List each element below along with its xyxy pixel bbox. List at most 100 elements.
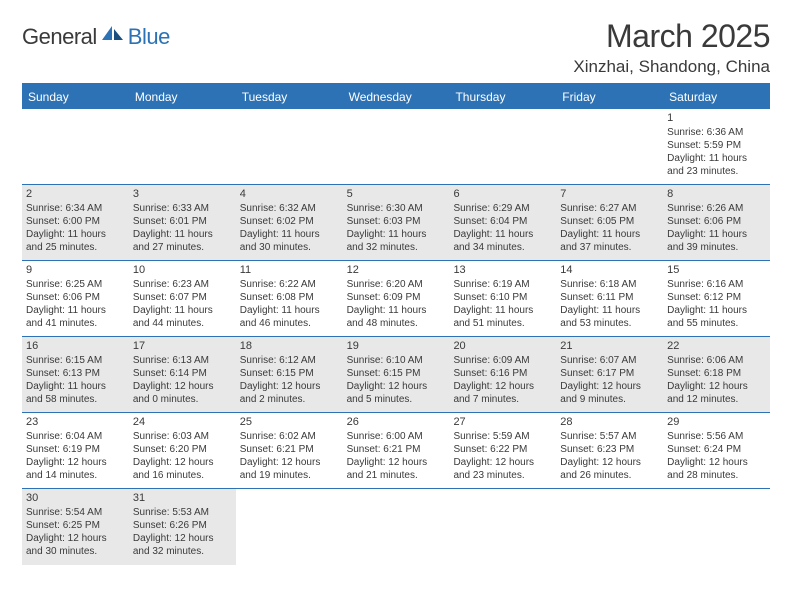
day-info-line: Sunset: 6:26 PM: [133, 519, 232, 532]
day-header-cell: Monday: [129, 85, 236, 109]
day-cell: [556, 109, 663, 184]
day-info-line: Sunrise: 6:25 AM: [26, 278, 125, 291]
day-cell: 26Sunrise: 6:00 AMSunset: 6:21 PMDayligh…: [343, 413, 450, 488]
day-number: 21: [560, 339, 659, 353]
day-info-line: Sunrise: 6:33 AM: [133, 202, 232, 215]
day-info-line: Daylight: 11 hours: [133, 304, 232, 317]
day-info-line: Sunrise: 5:54 AM: [26, 506, 125, 519]
day-number: 4: [240, 187, 339, 201]
day-info-line: and 32 minutes.: [133, 545, 232, 558]
day-number: 19: [347, 339, 446, 353]
day-info-line: Sunrise: 6:16 AM: [667, 278, 766, 291]
day-info-line: and 46 minutes.: [240, 317, 339, 330]
day-cell: [343, 109, 450, 184]
day-number: 8: [667, 187, 766, 201]
day-info-line: Sunset: 6:19 PM: [26, 443, 125, 456]
day-info-line: Sunset: 6:10 PM: [453, 291, 552, 304]
day-info-line: and 44 minutes.: [133, 317, 232, 330]
day-cell: 3Sunrise: 6:33 AMSunset: 6:01 PMDaylight…: [129, 185, 236, 260]
day-number: 23: [26, 415, 125, 429]
month-title: March 2025: [573, 18, 770, 55]
day-info-line: Sunset: 6:01 PM: [133, 215, 232, 228]
day-info-line: Sunrise: 6:26 AM: [667, 202, 766, 215]
day-header-cell: Thursday: [449, 85, 556, 109]
day-info-line: and 53 minutes.: [560, 317, 659, 330]
day-cell: 6Sunrise: 6:29 AMSunset: 6:04 PMDaylight…: [449, 185, 556, 260]
week-row: 30Sunrise: 5:54 AMSunset: 6:25 PMDayligh…: [22, 489, 770, 565]
day-info-line: Daylight: 11 hours: [560, 228, 659, 241]
day-info-line: Daylight: 11 hours: [240, 228, 339, 241]
week-row: 9Sunrise: 6:25 AMSunset: 6:06 PMDaylight…: [22, 261, 770, 337]
day-cell: 10Sunrise: 6:23 AMSunset: 6:07 PMDayligh…: [129, 261, 236, 336]
day-info-line: Sunset: 6:16 PM: [453, 367, 552, 380]
day-info-line: Daylight: 11 hours: [667, 228, 766, 241]
day-info-line: Sunrise: 5:56 AM: [667, 430, 766, 443]
day-info-line: Sunrise: 6:34 AM: [26, 202, 125, 215]
day-cell: 19Sunrise: 6:10 AMSunset: 6:15 PMDayligh…: [343, 337, 450, 412]
week-row: 16Sunrise: 6:15 AMSunset: 6:13 PMDayligh…: [22, 337, 770, 413]
logo-text-blue: Blue: [128, 24, 170, 50]
day-info-line: Sunrise: 6:19 AM: [453, 278, 552, 291]
day-info-line: and 58 minutes.: [26, 393, 125, 406]
day-info-line: and 51 minutes.: [453, 317, 552, 330]
day-cell: [449, 109, 556, 184]
day-cell: 21Sunrise: 6:07 AMSunset: 6:17 PMDayligh…: [556, 337, 663, 412]
day-info-line: Daylight: 12 hours: [240, 456, 339, 469]
day-info-line: Sunset: 6:13 PM: [26, 367, 125, 380]
day-header-cell: Friday: [556, 85, 663, 109]
day-info-line: Daylight: 12 hours: [240, 380, 339, 393]
day-cell: 15Sunrise: 6:16 AMSunset: 6:12 PMDayligh…: [663, 261, 770, 336]
day-info-line: Daylight: 12 hours: [560, 456, 659, 469]
day-number: 26: [347, 415, 446, 429]
day-info-line: Sunset: 6:06 PM: [667, 215, 766, 228]
day-info-line: Sunset: 5:59 PM: [667, 139, 766, 152]
day-info-line: and 27 minutes.: [133, 241, 232, 254]
day-cell: [236, 109, 343, 184]
day-info-line: Sunrise: 6:04 AM: [26, 430, 125, 443]
calendar-page: General Blue March 2025 Xinzhai, Shandon…: [0, 0, 792, 583]
day-info-line: and 5 minutes.: [347, 393, 446, 406]
calendar-grid: SundayMondayTuesdayWednesdayThursdayFrid…: [22, 83, 770, 565]
day-number: 16: [26, 339, 125, 353]
day-number: 28: [560, 415, 659, 429]
day-cell: 31Sunrise: 5:53 AMSunset: 6:26 PMDayligh…: [129, 489, 236, 565]
day-info-line: Sunrise: 6:30 AM: [347, 202, 446, 215]
day-info-line: Sunset: 6:17 PM: [560, 367, 659, 380]
day-info-line: and 16 minutes.: [133, 469, 232, 482]
day-cell: 29Sunrise: 5:56 AMSunset: 6:24 PMDayligh…: [663, 413, 770, 488]
day-cell: [449, 489, 556, 565]
day-info-line: Sunset: 6:11 PM: [560, 291, 659, 304]
day-cell: 1Sunrise: 6:36 AMSunset: 5:59 PMDaylight…: [663, 109, 770, 184]
header: General Blue March 2025 Xinzhai, Shandon…: [22, 18, 770, 77]
day-number: 7: [560, 187, 659, 201]
day-info-line: Daylight: 11 hours: [26, 380, 125, 393]
week-row: 2Sunrise: 6:34 AMSunset: 6:00 PMDaylight…: [22, 185, 770, 261]
day-info-line: Sunset: 6:15 PM: [347, 367, 446, 380]
day-info-line: and 2 minutes.: [240, 393, 339, 406]
day-info-line: Sunset: 6:14 PM: [133, 367, 232, 380]
day-info-line: Sunset: 6:23 PM: [560, 443, 659, 456]
day-info-line: Sunset: 6:05 PM: [560, 215, 659, 228]
day-cell: 27Sunrise: 5:59 AMSunset: 6:22 PMDayligh…: [449, 413, 556, 488]
week-row: 23Sunrise: 6:04 AMSunset: 6:19 PM Dayligh…: [22, 413, 770, 489]
day-cell: 18Sunrise: 6:12 AMSunset: 6:15 PMDayligh…: [236, 337, 343, 412]
day-info-line: and 25 minutes.: [26, 241, 125, 254]
day-info-line: Sunrise: 5:53 AM: [133, 506, 232, 519]
day-info-line: and 39 minutes.: [667, 241, 766, 254]
day-info-line: and 41 minutes.: [26, 317, 125, 330]
day-info-line: Daylight: 11 hours: [26, 228, 125, 241]
day-cell: 2Sunrise: 6:34 AMSunset: 6:00 PMDaylight…: [22, 185, 129, 260]
day-info-line: Sunrise: 5:59 AM: [453, 430, 552, 443]
day-header-cell: Wednesday: [343, 85, 450, 109]
day-info-line: Sunset: 6:02 PM: [240, 215, 339, 228]
day-info-line: Daylight: 12 hours: [133, 456, 232, 469]
day-number: 29: [667, 415, 766, 429]
logo: General Blue: [22, 24, 170, 50]
day-cell: 7Sunrise: 6:27 AMSunset: 6:05 PMDaylight…: [556, 185, 663, 260]
day-cell: 4Sunrise: 6:32 AMSunset: 6:02 PMDaylight…: [236, 185, 343, 260]
day-header-cell: Sunday: [22, 85, 129, 109]
day-info-line: Daylight: 11 hours: [667, 152, 766, 165]
day-info-line: Daylight: 12 hours: [667, 456, 766, 469]
day-cell: 9Sunrise: 6:25 AMSunset: 6:06 PMDaylight…: [22, 261, 129, 336]
day-info-line: Sunrise: 6:22 AM: [240, 278, 339, 291]
